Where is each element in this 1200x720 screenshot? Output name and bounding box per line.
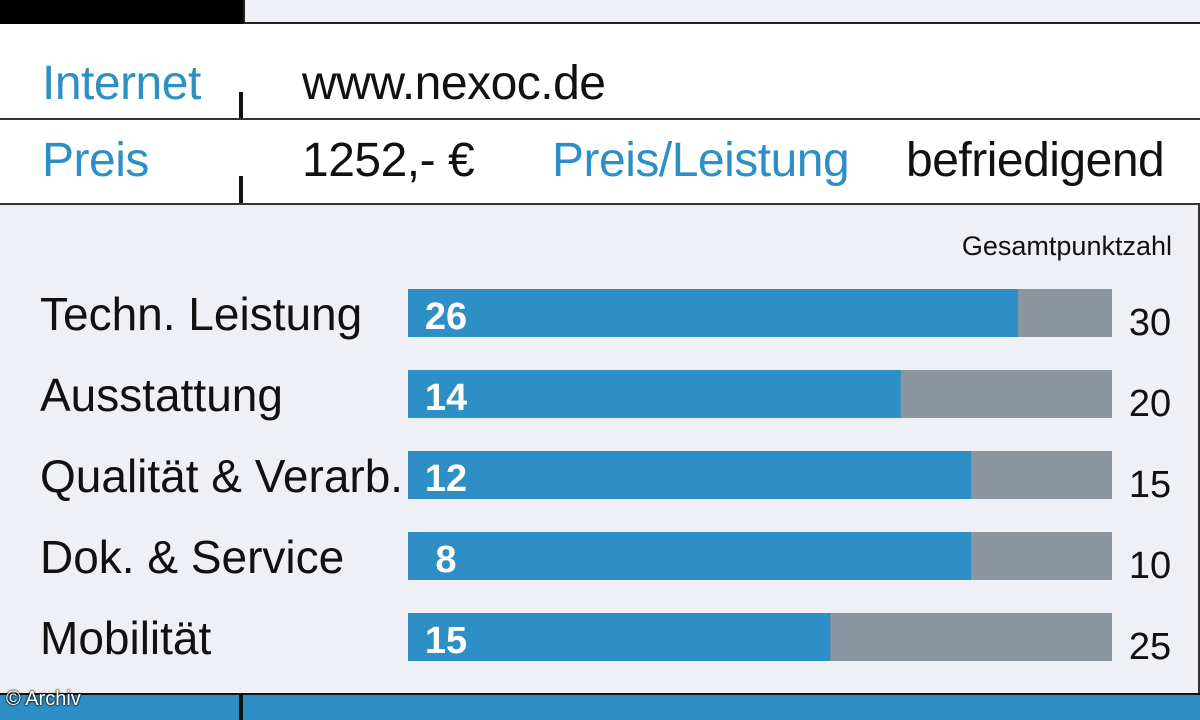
bar-score	[408, 451, 972, 499]
category-label: Qualität & Verarb.	[40, 450, 403, 502]
bar-score	[408, 532, 972, 580]
max-points-header: Gesamtpunktzahl	[962, 231, 1172, 261]
row-divider-tick	[239, 92, 243, 118]
internet-value: www.nexoc.de	[302, 57, 606, 110]
price-value: 1252,- €	[302, 134, 475, 187]
bar-max-label: 20	[1129, 383, 1171, 425]
image-credit: © Archiv	[6, 688, 81, 710]
price-label: Preis	[42, 134, 149, 187]
bar-score	[408, 613, 831, 661]
bar-score	[408, 370, 901, 418]
row-divider-tick	[239, 176, 243, 203]
row-rule	[0, 118, 1200, 120]
category-label: Ausstattung	[40, 369, 283, 421]
top-black-block	[0, 0, 243, 24]
bar-score-label: 12	[425, 458, 467, 500]
bar-score	[408, 289, 1019, 337]
bar-max-label: 25	[1129, 626, 1171, 668]
bar-max-label: 15	[1129, 464, 1171, 506]
bar-score-label: 26	[425, 296, 467, 338]
rating-panel: Gesamtpunktzahl Techn. Leistung 26 30 Aussta…	[0, 203, 1200, 693]
price-performance-label: Preis/Leistung	[552, 134, 850, 187]
bottom-band	[0, 693, 1200, 720]
bar-score-label: 14	[425, 377, 467, 419]
bar-max-label: 30	[1129, 302, 1171, 344]
bar-score-label: 8	[435, 539, 456, 581]
price-performance-value: befriedigend	[906, 134, 1165, 187]
category-label: Dok. & Service	[40, 531, 344, 583]
top-box	[243, 0, 1200, 24]
category-label: Mobilität	[40, 612, 212, 664]
bottom-divider-tick	[239, 693, 243, 720]
rating-chart: Gesamtpunktzahl Techn. Leistung 26 30 Aussta…	[40, 231, 1172, 668]
category-label: Techn. Leistung	[40, 288, 362, 340]
internet-label: Internet	[42, 57, 201, 110]
bar-score-label: 15	[425, 620, 467, 662]
bar-max-label: 10	[1129, 545, 1171, 587]
